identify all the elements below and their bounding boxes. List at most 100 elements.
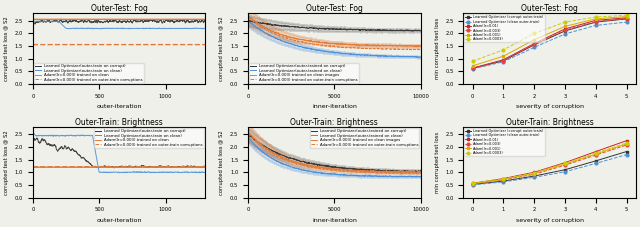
Adam(lr=0.0003) (592, 152, 600, 154)
Learned Optimizer (corrupt outer-train) (623, 150, 630, 153)
Learned Optimizer (corrupt outer-train) (561, 30, 569, 32)
Adam(lr=0.001) (561, 25, 569, 28)
Line: Adam(lr=0.0003): Adam(lr=0.0003) (471, 14, 628, 63)
Line: Learned Optimizer (corrupt outer-train): Learned Optimizer (corrupt outer-train) (471, 17, 628, 70)
Title: Outer-Test: Fog: Outer-Test: Fog (306, 4, 363, 13)
Y-axis label: min corrupted test loss: min corrupted test loss (435, 131, 440, 193)
Learned Optimizer (corrupt outer-train) (468, 183, 476, 186)
Line: Learned Optimizer (corrupt outer-train): Learned Optimizer (corrupt outer-train) (471, 150, 628, 186)
Adam(lr=0.003) (531, 173, 538, 176)
Adam(lr=0.0003) (499, 178, 507, 180)
Adam(lr=0.01) (561, 27, 569, 30)
Adam(lr=0.003) (623, 144, 630, 146)
Line: Adam(lr=0.001): Adam(lr=0.001) (471, 143, 628, 185)
Y-axis label: corrupted test loss @ S2: corrupted test loss @ S2 (220, 130, 225, 195)
Title: Outer-Test: Fog: Outer-Test: Fog (521, 4, 578, 13)
Adam(lr=0.0003) (592, 16, 600, 18)
Learned Optimizer (corrupt outer-train) (499, 59, 507, 62)
Learned Optimizer (clean outer-train) (592, 24, 600, 27)
Adam(lr=0.01) (592, 19, 600, 22)
Adam(lr=0.0003) (499, 49, 507, 51)
Learned Optimizer (clean outer-train) (561, 33, 569, 35)
Title: Outer-Test: Fog: Outer-Test: Fog (91, 4, 148, 13)
Adam(lr=0.01) (592, 150, 600, 153)
Legend: Learned Optimizer(outer-trained on corrupt), Learned Optimizer(outer-trained on : Learned Optimizer(outer-trained on corru… (310, 128, 419, 148)
Line: Adam(lr=0.003): Adam(lr=0.003) (471, 17, 628, 70)
Adam(lr=0.001) (592, 153, 600, 155)
Adam(lr=0.003) (592, 20, 600, 23)
Adam(lr=0.003) (561, 164, 569, 167)
Adam(lr=0.0003) (561, 162, 569, 165)
Adam(lr=0.0003) (468, 182, 476, 185)
Line: Adam(lr=0.01): Adam(lr=0.01) (471, 16, 628, 69)
Learned Optimizer (clean outer-train) (592, 162, 600, 165)
Adam(lr=0.003) (592, 154, 600, 156)
Adam(lr=0.0003) (531, 171, 538, 174)
Adam(lr=0.001) (623, 15, 630, 18)
Adam(lr=0.01) (623, 139, 630, 142)
Legend: Learned Optimizer(outer-train on corrupt), Learned Optimizer(outer-train on clea: Learned Optimizer(outer-train on corrupt… (34, 63, 144, 83)
Line: Learned Optimizer (clean outer-train): Learned Optimizer (clean outer-train) (471, 21, 628, 70)
Adam(lr=0.01) (499, 177, 507, 180)
Learned Optimizer (clean outer-train) (561, 170, 569, 173)
Learned Optimizer (corrupt outer-train) (499, 180, 507, 183)
Adam(lr=0.01) (468, 67, 476, 69)
Adam(lr=0.01) (499, 58, 507, 61)
Line: Adam(lr=0.003): Adam(lr=0.003) (471, 143, 628, 185)
Learned Optimizer (corrupt outer-train) (592, 21, 600, 23)
Adam(lr=0.001) (499, 55, 507, 58)
Adam(lr=0.003) (468, 183, 476, 185)
Learned Optimizer (corrupt outer-train) (623, 17, 630, 20)
Learned Optimizer (clean outer-train) (623, 153, 630, 156)
X-axis label: outer-iteration: outer-iteration (97, 218, 142, 223)
Title: Outer-Train: Brightness: Outer-Train: Brightness (291, 118, 378, 127)
X-axis label: inner-iteration: inner-iteration (312, 218, 356, 223)
Learned Optimizer (clean outer-train) (531, 46, 538, 49)
Adam(lr=0.001) (531, 172, 538, 175)
Adam(lr=0.01) (468, 182, 476, 185)
Adam(lr=0.003) (468, 67, 476, 70)
Adam(lr=0.003) (499, 59, 507, 62)
Y-axis label: corrupted test loss @ S2: corrupted test loss @ S2 (4, 130, 9, 195)
Learned Optimizer (corrupt outer-train) (561, 168, 569, 171)
Adam(lr=0.001) (592, 17, 600, 20)
Learned Optimizer (clean outer-train) (499, 60, 507, 63)
X-axis label: severity of corruption: severity of corruption (516, 218, 584, 223)
Line: Adam(lr=0.0003): Adam(lr=0.0003) (471, 142, 628, 185)
Y-axis label: corrupted test loss @ S2: corrupted test loss @ S2 (4, 16, 9, 81)
Line: Learned Optimizer (clean outer-train): Learned Optimizer (clean outer-train) (471, 153, 628, 186)
Adam(lr=0.003) (499, 178, 507, 181)
Title: Outer-Train: Brightness: Outer-Train: Brightness (506, 118, 593, 127)
Learned Optimizer (clean outer-train) (468, 184, 476, 186)
Adam(lr=0.0003) (531, 32, 538, 35)
Adam(lr=0.0003) (623, 142, 630, 144)
Adam(lr=0.0003) (468, 60, 476, 63)
Adam(lr=0.01) (623, 16, 630, 19)
Learned Optimizer (corrupt outer-train) (531, 175, 538, 178)
Legend: Learned Optimizer (corrupt outer-train), Learned Optimizer (clean outer-train), : Learned Optimizer (corrupt outer-train),… (464, 14, 545, 42)
X-axis label: severity of corruption: severity of corruption (516, 104, 584, 109)
Adam(lr=0.001) (468, 182, 476, 185)
Adam(lr=0.0003) (623, 14, 630, 17)
Adam(lr=0.001) (468, 64, 476, 67)
Line: Adam(lr=0.01): Adam(lr=0.01) (471, 139, 628, 185)
Legend: Learned Optimizer (corrupt outer-train), Learned Optimizer (clean outer-train), : Learned Optimizer (corrupt outer-train),… (464, 128, 545, 156)
Learned Optimizer (clean outer-train) (623, 21, 630, 23)
X-axis label: inner-iteration: inner-iteration (312, 104, 356, 109)
Learned Optimizer (clean outer-train) (499, 180, 507, 183)
Adam(lr=0.01) (531, 42, 538, 45)
Adam(lr=0.003) (531, 43, 538, 46)
Learned Optimizer (corrupt outer-train) (531, 44, 538, 46)
Legend: Learned Optimizer(outer-trained on corrupt), Learned Optimizer(outer-trained on : Learned Optimizer(outer-trained on corru… (249, 63, 359, 83)
Line: Adam(lr=0.001): Adam(lr=0.001) (471, 15, 628, 67)
Adam(lr=0.001) (531, 38, 538, 41)
Adam(lr=0.001) (623, 143, 630, 145)
Learned Optimizer (corrupt outer-train) (468, 67, 476, 70)
Y-axis label: corrupted test loss @ S2: corrupted test loss @ S2 (220, 16, 225, 81)
Adam(lr=0.003) (623, 17, 630, 20)
Adam(lr=0.001) (561, 163, 569, 165)
Learned Optimizer (clean outer-train) (531, 176, 538, 179)
Learned Optimizer (corrupt outer-train) (592, 160, 600, 162)
Adam(lr=0.001) (499, 178, 507, 181)
Learned Optimizer (clean outer-train) (468, 67, 476, 70)
